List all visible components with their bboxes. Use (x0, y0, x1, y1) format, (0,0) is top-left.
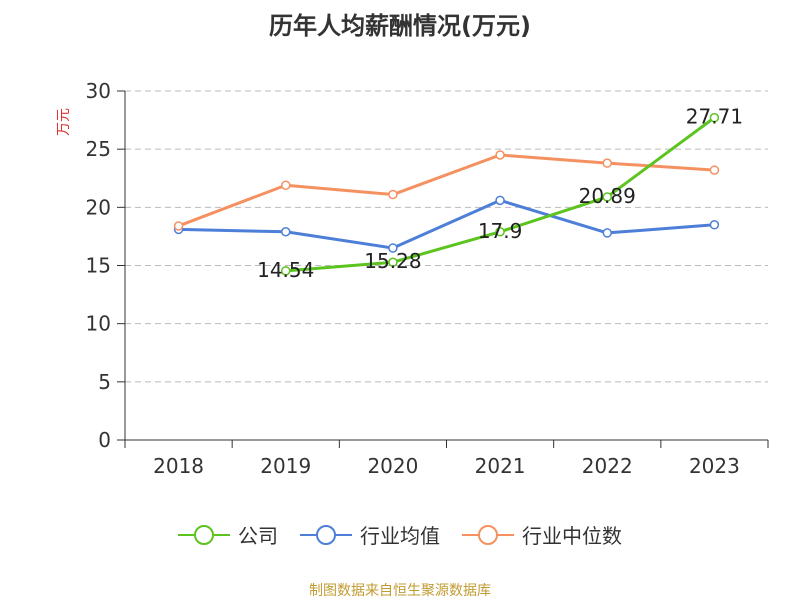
x-tick-label: 2019 (260, 454, 311, 478)
data-point (602, 192, 612, 202)
y-tick-label: 30 (86, 79, 111, 103)
data-point (281, 266, 291, 276)
legend-line-circle-icon (462, 524, 514, 545)
source-note: 制图数据来自恒生聚源数据库 (309, 583, 491, 599)
y-tick-label: 5 (98, 370, 111, 394)
legend-label-industry-median: 行业中位数 (522, 524, 622, 548)
legend-label-company: 公司 (238, 524, 278, 548)
data-point (495, 150, 505, 160)
x-tick-label: 2022 (582, 454, 633, 478)
data-point (709, 220, 720, 230)
series-lines (173, 112, 720, 276)
grid-lines (125, 90, 768, 383)
data-label: 27.71 (686, 105, 743, 129)
y-axis-label: 万元 (56, 108, 72, 136)
y-tick-label: 15 (86, 254, 111, 278)
data-point (602, 158, 612, 168)
data-point (709, 165, 720, 175)
data-point (388, 243, 398, 253)
data-point (495, 227, 505, 237)
series-line-industry_avg (178, 198, 715, 250)
data-label: 20.89 (579, 184, 636, 208)
data-point (709, 112, 720, 123)
legend-item-industry-avg[interactable]: 行业均值 (300, 520, 440, 549)
chart-title: 历年人均薪酬情况(万元) (269, 12, 531, 40)
data-label: 15.28 (364, 249, 421, 273)
series-line-industry_median (178, 153, 715, 228)
axes: 0 5 10 15 20 25 30 2018 2019 2020 2021 2022 2023 (86, 79, 769, 478)
data-point (281, 180, 291, 190)
legend-label-industry-avg: 行业均值 (360, 524, 440, 548)
data-point (173, 221, 184, 231)
legend: 公司 行业均值 行业中位数 (0, 520, 800, 549)
y-tick-label: 10 (86, 312, 111, 336)
data-label: 17.9 (478, 219, 523, 243)
legend-item-industry-median[interactable]: 行业中位数 (462, 520, 622, 549)
y-tick-label: 25 (86, 137, 111, 161)
data-labels: 14.54 15.28 17.9 20.89 27.71 (257, 105, 743, 282)
legend-line-circle-icon (300, 524, 352, 545)
legend-line-circle-icon (178, 524, 230, 545)
x-tick-label: 2018 (153, 454, 204, 478)
data-point (388, 257, 398, 267)
data-point (388, 189, 398, 200)
series-line-company (285, 116, 716, 273)
y-tick-label: 20 (86, 195, 111, 219)
data-point (602, 228, 612, 238)
x-tick-label: 2020 (367, 454, 418, 478)
y-tick-label: 0 (98, 428, 111, 452)
data-label: 14.54 (257, 258, 314, 282)
x-tick-label: 2021 (475, 454, 526, 478)
data-point (281, 227, 291, 237)
data-point (495, 195, 505, 206)
legend-item-company[interactable]: 公司 (178, 520, 278, 549)
x-tick-label: 2023 (689, 454, 740, 478)
